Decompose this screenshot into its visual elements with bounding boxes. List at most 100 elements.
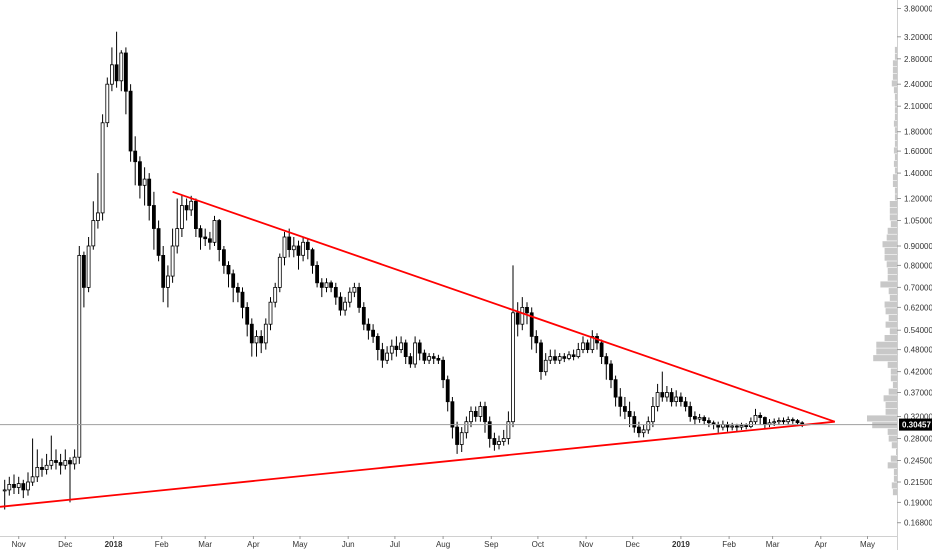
- volume-profile-bar: [894, 167, 897, 174]
- candle: [693, 411, 697, 425]
- candle: [464, 416, 469, 439]
- volume-profile-bar: [894, 46, 897, 53]
- volume-profile-bar: [893, 120, 897, 127]
- candle: [68, 457, 72, 503]
- candle: [361, 302, 366, 331]
- candle-body: [2, 489, 7, 492]
- candle: [347, 287, 352, 308]
- candle: [469, 406, 473, 428]
- volume-profile-bar: [885, 402, 897, 409]
- candle-body: [170, 245, 175, 277]
- trendline-lower-support[interactable]: [0, 420, 835, 508]
- candle: [114, 31, 119, 88]
- candle-body: [422, 352, 427, 361]
- candle-body: [375, 335, 380, 350]
- time-axis[interactable]: Nov Dec 2018 Feb Mar Apr May Jun Jul Aug Sep Oct Nov…: [12, 536, 875, 549]
- candle-body: [329, 282, 334, 288]
- volume-profile-bar: [891, 442, 897, 449]
- candle: [170, 228, 175, 283]
- candle-body: [632, 416, 637, 428]
- candle: [231, 269, 236, 303]
- candle: [450, 397, 455, 439]
- candle-body: [772, 421, 777, 424]
- candle-body: [193, 200, 198, 230]
- candle-body: [151, 205, 156, 229]
- last-price-label: 0.30457: [902, 421, 931, 430]
- volume-profile-bar: [888, 314, 897, 321]
- candle-body: [385, 352, 390, 361]
- candle: [473, 406, 478, 422]
- candle: [758, 412, 763, 425]
- candle-body: [790, 419, 795, 422]
- candle-body: [184, 205, 189, 211]
- candle: [263, 318, 268, 350]
- candle: [268, 297, 273, 331]
- y-tick-label: 1.40000: [904, 169, 932, 178]
- candle-body: [641, 429, 646, 434]
- candle: [86, 237, 91, 293]
- candle: [427, 353, 432, 364]
- candle-body: [310, 249, 315, 266]
- candle: [585, 339, 590, 354]
- candle: [697, 413, 702, 423]
- candle: [240, 287, 245, 319]
- volume-profile-bar: [888, 435, 897, 442]
- x-tick-label: Feb: [722, 540, 736, 549]
- candle: [422, 349, 427, 364]
- candle-body: [16, 483, 21, 488]
- x-tick-label: Oct: [532, 540, 545, 549]
- candle: [702, 415, 707, 425]
- candle-body: [413, 342, 418, 365]
- candle: [273, 282, 278, 308]
- candle-body: [763, 417, 767, 425]
- trendline-upper-resistance[interactable]: [172, 190, 836, 423]
- y-tick-label: 3.80000: [904, 5, 932, 14]
- candle: [291, 237, 296, 258]
- y-tick-label: 1.80000: [904, 128, 932, 137]
- candle: [12, 474, 16, 494]
- candle-body: [683, 401, 688, 407]
- candle: [156, 220, 161, 262]
- candle: [627, 401, 632, 428]
- candle: [366, 318, 371, 340]
- candle: [571, 349, 576, 361]
- x-tick-label: Nov: [579, 540, 593, 549]
- candle: [567, 351, 571, 361]
- candlestick-series: [2, 31, 805, 510]
- volume-profile-bar: [894, 113, 897, 120]
- candle: [142, 167, 147, 206]
- volume-profile-bar: [894, 134, 897, 141]
- candle-body: [501, 438, 506, 442]
- candle-body: [77, 254, 82, 458]
- candle: [529, 307, 534, 350]
- candle: [165, 265, 170, 308]
- volume-profile-bar: [888, 288, 897, 295]
- volume-profile-bar: [890, 221, 897, 228]
- candle-body: [459, 432, 464, 445]
- price-axis[interactable]: 3.80000 3.20000 2.80000 2.40000 2.10000 1.800…: [897, 5, 932, 528]
- volume-profile-bar: [887, 227, 897, 234]
- volume-profile-bar: [890, 455, 897, 462]
- x-tick-label: 2019: [672, 540, 690, 549]
- volume-profile-bar: [892, 60, 897, 67]
- y-tick-label: 0.48000: [904, 346, 932, 355]
- candle: [100, 114, 105, 221]
- candle-body: [380, 349, 385, 361]
- y-tick-label: 2.80000: [904, 55, 932, 64]
- candle-body: [613, 379, 618, 398]
- candle: [534, 330, 539, 354]
- y-tick-label: 0.54000: [904, 326, 932, 335]
- volume-profile-bar: [894, 107, 897, 114]
- volume-profile-bar: [884, 247, 897, 254]
- candle-body: [68, 460, 72, 465]
- candle: [581, 336, 585, 354]
- candle-body: [72, 456, 77, 465]
- y-tick-label: 0.42000: [904, 368, 932, 377]
- candle: [730, 422, 735, 431]
- candle: [445, 375, 450, 412]
- candle-body: [268, 301, 273, 325]
- y-tick-label: 0.19000: [904, 498, 932, 507]
- y-tick-label: 2.40000: [904, 80, 932, 89]
- candle-body: [441, 359, 446, 381]
